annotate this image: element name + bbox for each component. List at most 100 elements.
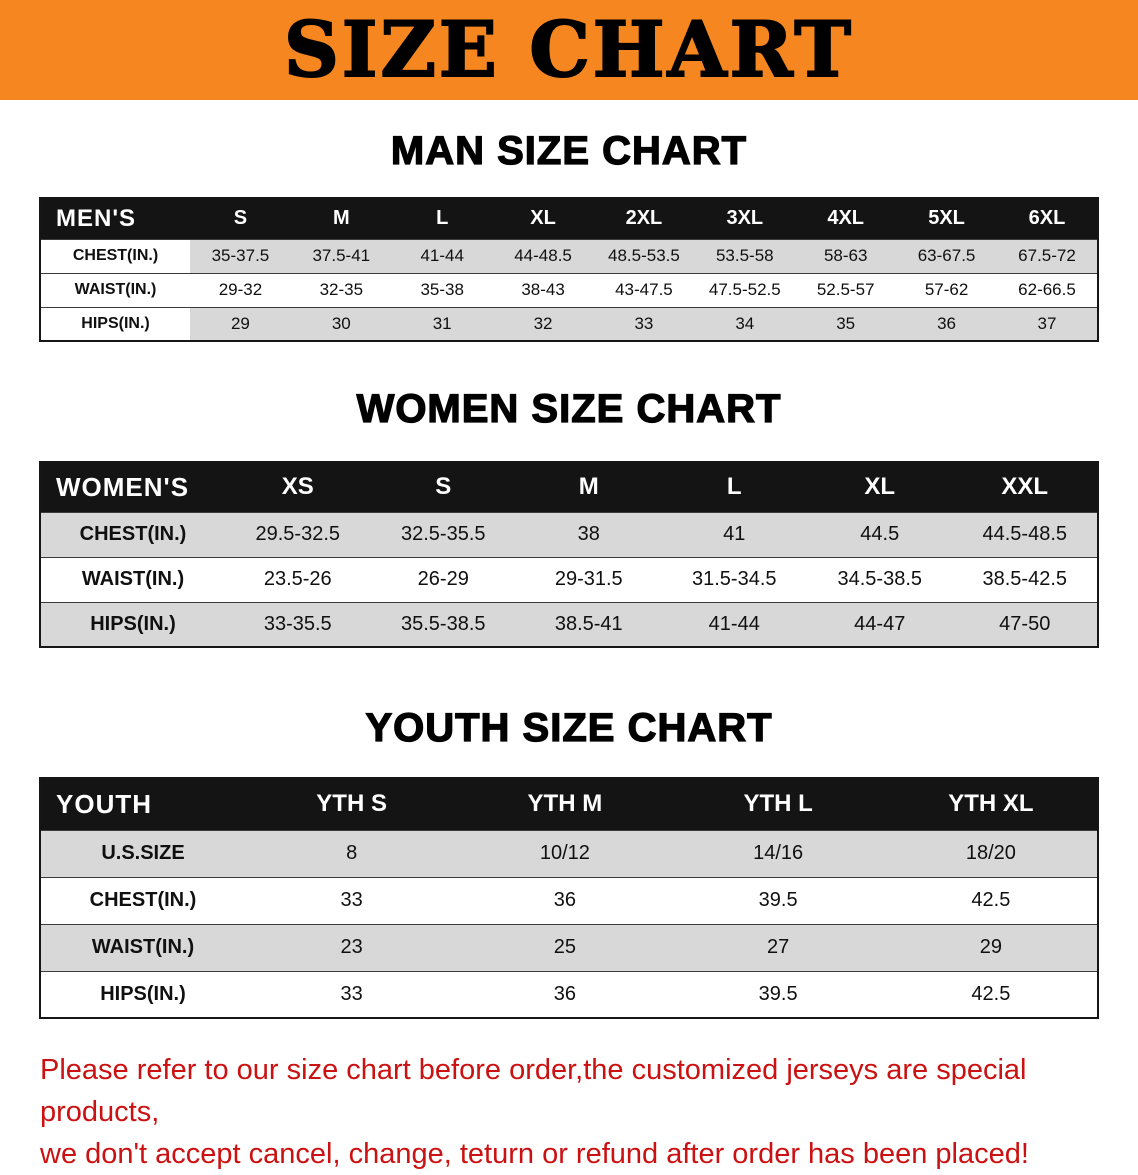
measurement-value-cell: 37.5-41 bbox=[312, 246, 371, 265]
size-header-cell: 3XL bbox=[694, 198, 796, 239]
size-header-cell: 4XL bbox=[795, 198, 897, 239]
size-header-cell: L bbox=[391, 198, 493, 239]
size-header-cell: YTH L bbox=[671, 778, 885, 830]
measurement-value-cell: 8 bbox=[346, 842, 358, 864]
youth-section: YOUTH SIZE CHART YOUTH YTH S YTH M YTH L YTH… bbox=[0, 705, 1138, 1019]
measurement-row: HIPS(IN.) 33 36 39.5 42.5 bbox=[40, 971, 1098, 1018]
table-header-row: YOUTH YTH S YTH M YTH L YTH XL bbox=[40, 778, 1098, 830]
measurement-value-cell: 32-35 bbox=[319, 280, 364, 299]
measurement-row: CHEST(IN.) 35-37.5 37.5-41 41-44 44-48.5 48.5… bbox=[40, 239, 1098, 273]
measurement-label-cell: WAIST(IN.) bbox=[40, 273, 190, 307]
measurement-value-cell: 38.5-42.5 bbox=[982, 568, 1067, 590]
size-header-cell: L bbox=[661, 462, 807, 512]
size-header-cell: S bbox=[190, 198, 291, 239]
size-header-cell: YTH M bbox=[458, 778, 672, 830]
size-chart-banner: SIZE CHART bbox=[0, 0, 1138, 100]
measurement-label-cell: HIPS(IN.) bbox=[90, 612, 176, 635]
measurement-value-cell: 41-44 bbox=[420, 246, 464, 265]
size-header-cell: XL bbox=[807, 462, 953, 512]
table-title-cell: YOUTH bbox=[40, 778, 245, 830]
men-section: MAN SIZE CHART MEN'S S M L XL 2XL 3XL 4XL 5XL 6XL… bbox=[0, 128, 1138, 342]
size-header-cell: YTH S bbox=[245, 778, 459, 830]
measurement-value-cell: 47.5-52.5 bbox=[708, 280, 781, 299]
youth-table-wrap: YOUTH YTH S YTH M YTH L YTH XL U.S.SIZE 8 10/12… bbox=[0, 777, 1138, 1019]
measurement-value-cell: 44-47 bbox=[854, 612, 906, 635]
measurement-value-cell: 33 bbox=[634, 313, 654, 333]
measurement-value-cell: 29.5-32.5 bbox=[255, 523, 340, 545]
women-size-chart-heading: WOMEN SIZE CHART bbox=[356, 386, 782, 431]
measurement-value-cell: 14/16 bbox=[753, 842, 804, 864]
measurement-value-cell: 63-67.5 bbox=[917, 246, 976, 265]
measurement-label-cell: U.S.SIZE bbox=[101, 842, 185, 864]
measurement-value-cell: 52.5-57 bbox=[816, 280, 875, 299]
measurement-label-cell: CHEST(IN.) bbox=[79, 523, 187, 545]
measurement-value-cell: 29 bbox=[230, 313, 250, 333]
measurement-value-cell: 35.5-38.5 bbox=[400, 612, 486, 635]
measurement-row: HIPS(IN.) 33-35.5 35.5-38.5 38.5-41 41-44 44-… bbox=[40, 602, 1098, 647]
measurement-value-cell: 37 bbox=[1037, 313, 1057, 333]
men-table-wrap: MEN'S S M L XL 2XL 3XL 4XL 5XL 6XL CHEST(IN.) 35-37… bbox=[0, 197, 1138, 342]
measurement-value-cell: 29-32 bbox=[218, 280, 263, 299]
measurement-value-cell: 23 bbox=[340, 936, 363, 958]
measurement-value-cell: 36 bbox=[553, 889, 576, 911]
measurement-value-cell: 38 bbox=[577, 523, 600, 545]
measurement-value-cell: 36 bbox=[937, 313, 957, 333]
measurement-row: U.S.SIZE 8 10/12 14/16 18/20 bbox=[40, 830, 1098, 877]
measurement-value-cell: 38-43 bbox=[521, 280, 565, 299]
size-header-cell: XXL bbox=[952, 462, 1098, 512]
measurement-value-cell: 35-38 bbox=[420, 280, 464, 299]
youth-size-table: YOUTH YTH S YTH M YTH L YTH XL U.S.SIZE 8 10/12… bbox=[39, 777, 1099, 1019]
size-header-cell: XS bbox=[225, 462, 371, 512]
youth-size-chart-heading: YOUTH SIZE CHART bbox=[365, 705, 773, 750]
table-header-row: WOMEN'S XS S M L XL XXL bbox=[40, 462, 1098, 512]
measurement-label-cell: CHEST(IN.) bbox=[89, 889, 197, 911]
measurement-value-cell: 10/12 bbox=[539, 842, 590, 864]
measurement-value-cell: 26-29 bbox=[417, 568, 469, 590]
banner-title: SIZE CHART bbox=[283, 5, 854, 94]
men-size-chart-heading: MAN SIZE CHART bbox=[390, 128, 748, 173]
table-header-row: MEN'S S M L XL 2XL 3XL 4XL 5XL 6XL bbox=[40, 198, 1098, 239]
disclaimer-line-1: Please refer to our size chart before or… bbox=[40, 1054, 1027, 1129]
measurement-value-cell: 23.5-26 bbox=[263, 568, 332, 590]
size-header-cell: 2XL bbox=[593, 198, 695, 239]
measurement-value-cell: 35 bbox=[836, 313, 856, 333]
measurement-value-cell: 39.5 bbox=[758, 982, 798, 1005]
measurement-label-cell: WAIST(IN.) bbox=[81, 568, 185, 590]
measurement-value-cell: 33-35.5 bbox=[263, 612, 332, 635]
measurement-value-cell: 25 bbox=[553, 936, 576, 958]
measurement-value-cell: 31.5-34.5 bbox=[691, 568, 777, 590]
disclaimer-line-2: we don't accept cancel, change, teturn o… bbox=[40, 1138, 1029, 1171]
measurement-label-cell: HIPS(IN.) bbox=[100, 982, 186, 1005]
measurement-row: CHEST(IN.) 33 36 39.5 42.5 bbox=[40, 877, 1098, 924]
disclaimer-text: Please refer to our size chart before or… bbox=[40, 1049, 1098, 1175]
measurement-value-cell: 44-48.5 bbox=[514, 246, 572, 265]
size-header-cell: M bbox=[290, 198, 392, 239]
measurement-value-cell: 47-50 bbox=[999, 612, 1051, 635]
measurement-value-cell: 42.5 bbox=[971, 982, 1011, 1005]
measurement-row: WAIST(IN.) 29-32 32-35 35-38 38-43 43-47.5 47.… bbox=[40, 273, 1098, 307]
women-section: WOMEN SIZE CHART WOMEN'S XS S M L XL XXL CHEST(… bbox=[0, 386, 1138, 648]
measurement-value-cell: 31 bbox=[432, 313, 452, 333]
measurement-label-cell: WAIST(IN.) bbox=[91, 936, 195, 958]
measurement-value-cell: 44.5 bbox=[860, 523, 900, 545]
measurement-value-cell: 39.5 bbox=[758, 889, 798, 911]
size-header-cell: S bbox=[370, 462, 516, 512]
measurement-value-cell: 42.5 bbox=[971, 889, 1011, 911]
measurement-value-cell: 43-47.5 bbox=[615, 280, 673, 299]
measurement-value-cell: 32 bbox=[533, 313, 553, 333]
measurement-value-cell: 35-37.5 bbox=[211, 246, 270, 265]
measurement-row: CHEST(IN.) 29.5-32.5 32.5-35.5 38 41 44.5 44.5… bbox=[40, 512, 1098, 557]
size-header-cell: YTH XL bbox=[884, 778, 1098, 830]
women-table-wrap: WOMEN'S XS S M L XL XXL CHEST(IN.) 29.5-32.5 32.5… bbox=[0, 461, 1138, 648]
measurement-row: WAIST(IN.) 23 25 27 29 bbox=[40, 924, 1098, 971]
measurement-value-cell: 53.5-58 bbox=[715, 246, 774, 265]
measurement-value-cell: 58-63 bbox=[823, 246, 868, 265]
measurement-value-cell: 29-31.5 bbox=[554, 568, 623, 590]
measurement-value-cell: 38.5-41 bbox=[554, 612, 623, 635]
measurement-row: HIPS(IN.) 29 30 31 32 33 34 35 36 37 bbox=[40, 307, 1098, 341]
measurement-value-cell: 34 bbox=[735, 313, 755, 333]
measurement-value-cell: 33 bbox=[340, 982, 363, 1005]
measurement-value-cell: 48.5-53.5 bbox=[608, 246, 680, 265]
measurement-value-cell: 41-44 bbox=[708, 612, 760, 635]
